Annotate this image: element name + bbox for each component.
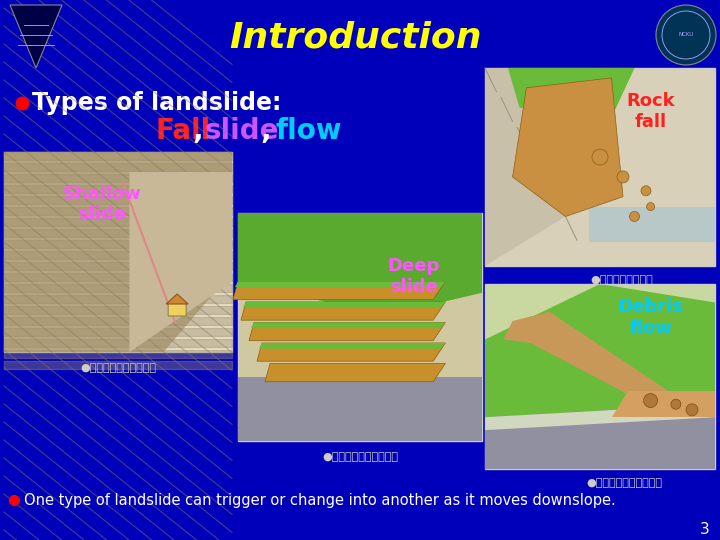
Text: Shallow
slide: Shallow slide [63,185,141,224]
Text: One type of landslide can trigger or change into another as it moves downslope.: One type of landslide can trigger or cha… [24,492,616,508]
Polygon shape [503,312,715,417]
FancyBboxPatch shape [485,68,715,266]
Text: Types of landslide:: Types of landslide: [32,91,282,115]
Polygon shape [485,404,715,469]
Circle shape [629,212,639,221]
Polygon shape [485,68,605,266]
Text: NCKU: NCKU [678,32,693,37]
Polygon shape [265,363,446,382]
Circle shape [671,399,681,409]
Text: Deep
slide: Deep slide [387,258,440,296]
Text: ●岩體滑動型山崩示意圖: ●岩體滑動型山崩示意圖 [322,452,398,462]
Circle shape [617,171,629,183]
Text: 3: 3 [701,523,710,537]
Circle shape [686,404,698,416]
Circle shape [656,5,716,65]
FancyBboxPatch shape [485,284,715,469]
Text: ●岩層崩滑型山崩示意圖: ●岩層崩滑型山崩示意圖 [80,363,156,373]
Polygon shape [588,207,715,242]
Text: flow: flow [275,117,341,145]
Polygon shape [513,78,623,217]
Circle shape [647,202,654,211]
Polygon shape [611,392,715,417]
Polygon shape [259,343,446,349]
Text: Introduction: Introduction [229,21,481,55]
Polygon shape [243,302,446,308]
Circle shape [644,394,657,408]
Text: slide: slide [205,117,279,145]
Polygon shape [233,281,446,300]
Text: Fall: Fall [155,117,210,145]
Polygon shape [238,377,482,441]
Text: Debris
flow: Debris flow [618,298,683,337]
Polygon shape [257,343,446,361]
Polygon shape [235,281,446,287]
Polygon shape [238,213,482,315]
Circle shape [592,149,608,165]
Text: ,: , [260,117,271,145]
Polygon shape [251,322,446,328]
Text: ,: , [192,117,202,145]
Polygon shape [508,68,634,118]
Polygon shape [166,294,188,304]
Polygon shape [485,284,715,432]
FancyBboxPatch shape [238,213,482,441]
Polygon shape [168,296,186,316]
Polygon shape [130,172,232,352]
Text: ●土石流與扇狀地示意圖: ●土石流與扇狀地示意圖 [586,478,662,488]
Polygon shape [4,152,232,352]
Polygon shape [485,404,715,430]
Circle shape [641,186,651,196]
Polygon shape [241,302,446,320]
Text: Rock
fall: Rock fall [626,92,675,131]
Polygon shape [249,322,446,341]
FancyBboxPatch shape [4,152,232,352]
Polygon shape [10,5,62,68]
Text: ●落石型山崩示意圖: ●落石型山崩示意圖 [591,275,654,285]
